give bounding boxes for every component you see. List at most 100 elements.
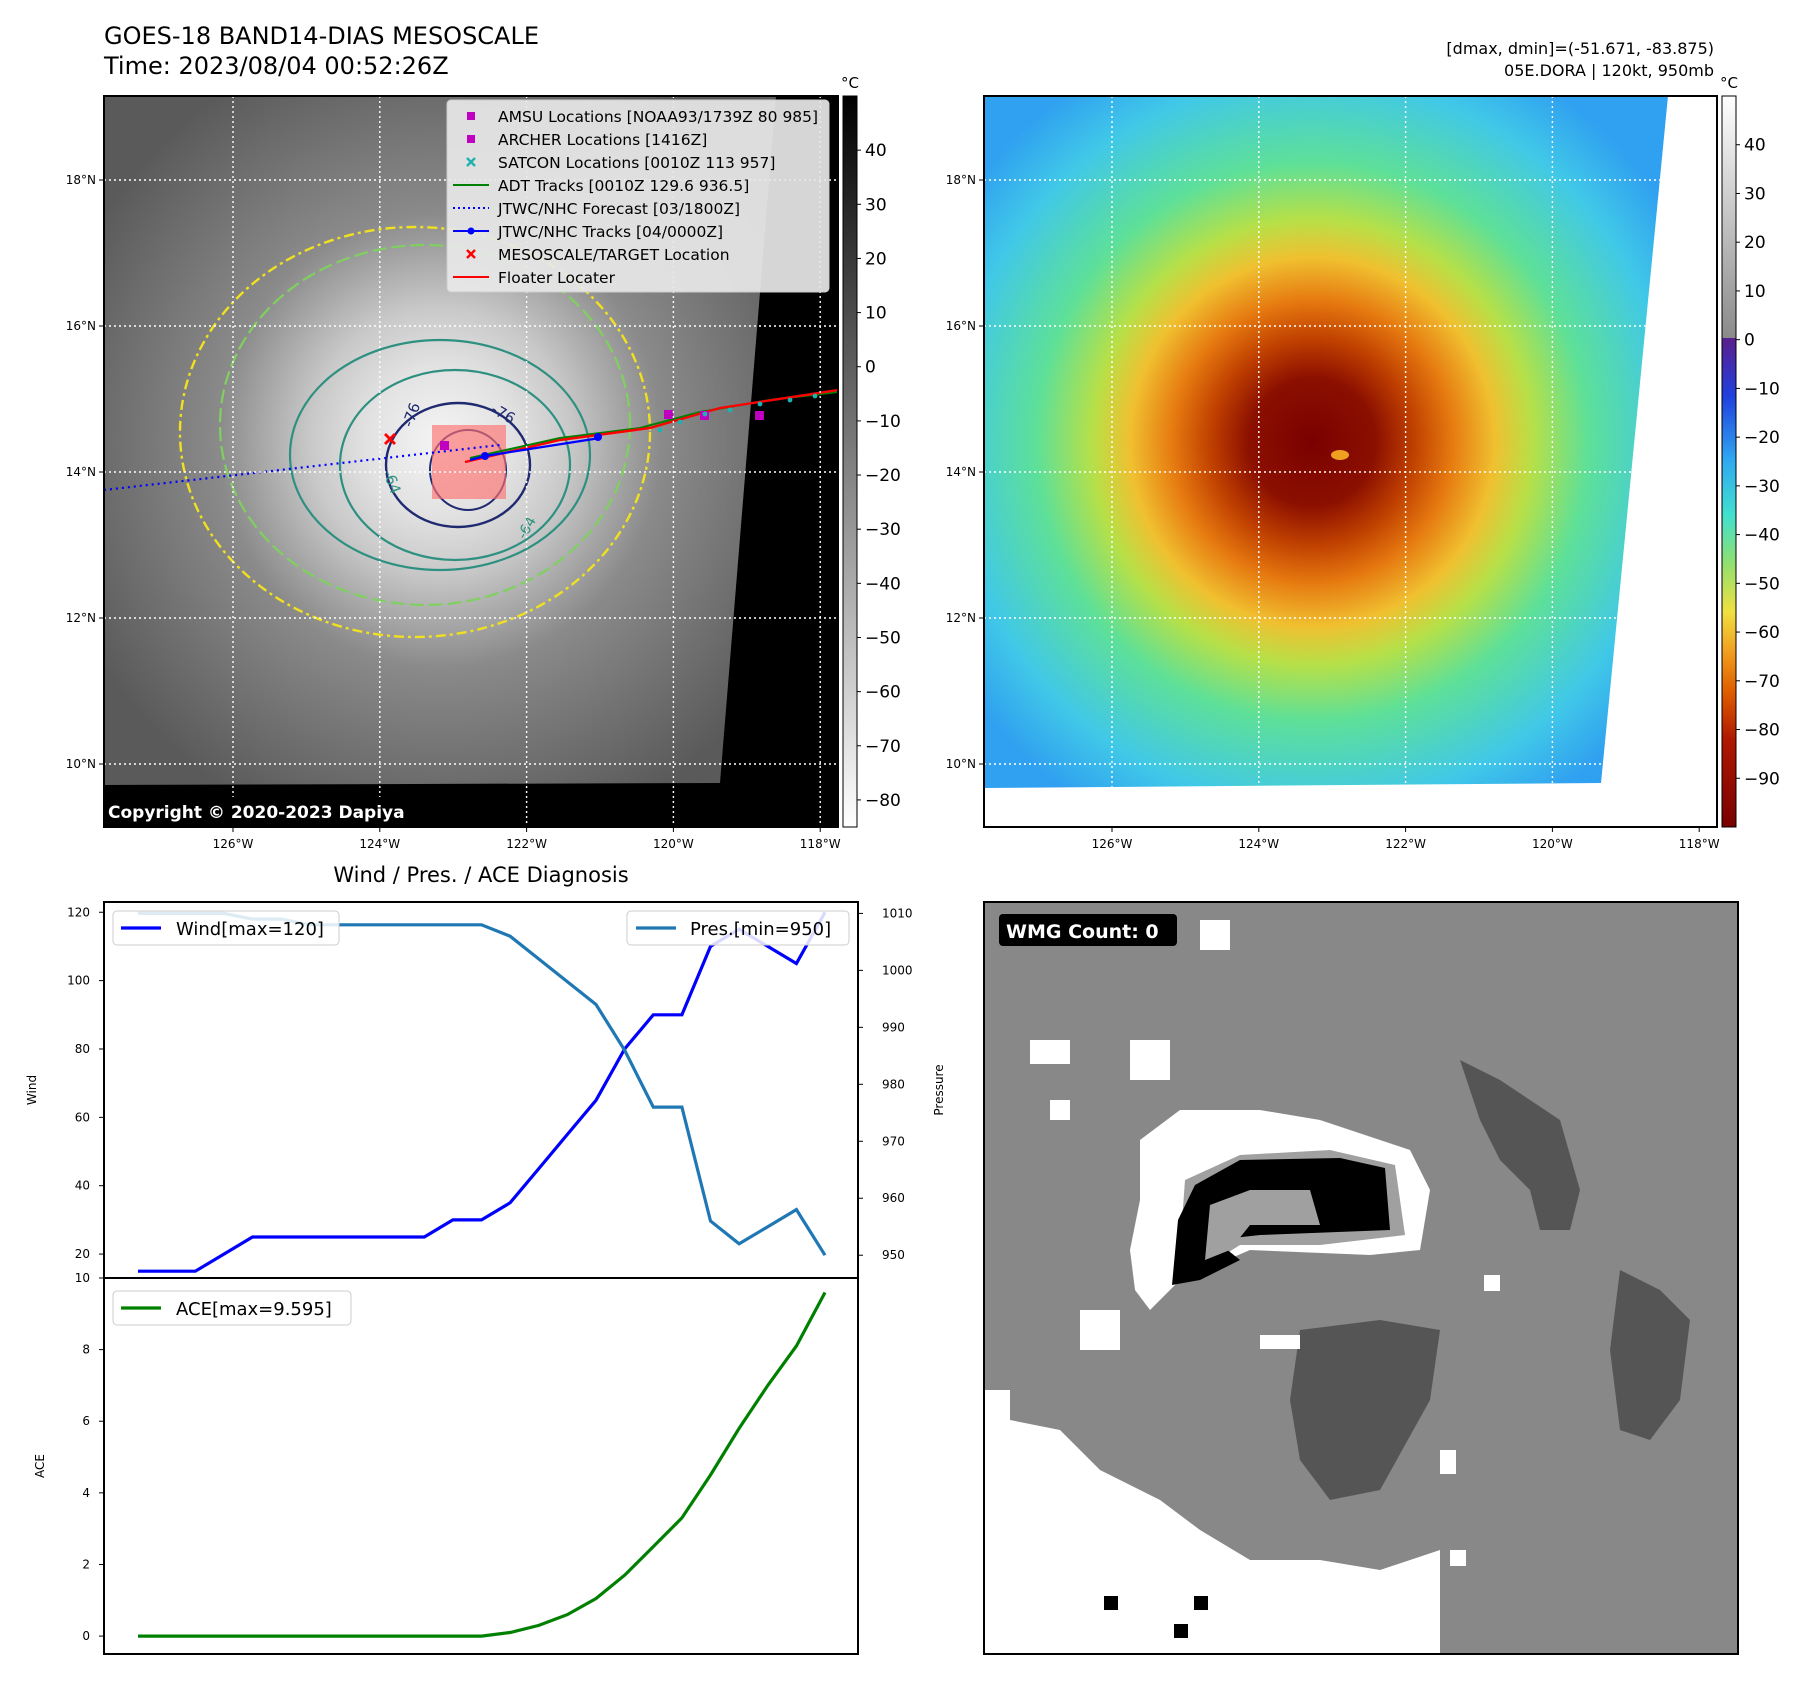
colorbar-tick-label: 10 [1744,282,1766,302]
contour-green [218,243,632,607]
map2-gridlines [984,96,1717,827]
lon-tick-label: 126°W [213,837,254,851]
lon-tick-label: 120°W [653,837,694,851]
contour-teal-inner [338,368,572,562]
colorbar-tick-label: −30 [1744,477,1780,497]
ace-legend [112,1290,352,1326]
colorbar-gray: °C 40 30 20 10 0 −10 −20 −30 −40 −50 −60 −70 −80 [841,74,901,828]
ace-chart: 0 2 4 6 8 10 ACE ACE[max=9.595] [33,1271,859,1655]
legend-label: Floater Locater [498,269,616,287]
pressure-legend-label: Pres.[min=950] [690,919,831,940]
contour-yellow [178,225,652,639]
colorbar-gray-unit: °C [841,74,859,92]
lat-tick-label: 18°N [66,173,96,187]
lat-tick-label: 16°N [66,319,96,333]
jtwc-track-point [481,452,489,460]
target-marker [384,433,396,445]
colorbar-tick-label: −40 [1744,526,1780,546]
colorbar-tick-label: −10 [865,412,901,432]
y2-tick-label: 950 [882,1248,905,1262]
lat-tick-label: 12°N [946,611,976,625]
ace-series-line [138,1291,827,1638]
legend-label: JTWC/NHC Tracks [04/0000Z] [497,223,723,241]
figure-time: Time: 2023/08/04 00:52:26Z [103,52,449,80]
lat-tick-label: 10°N [946,757,976,771]
lat-tick-label: 10°N [66,757,96,771]
dmax-dmin-label: [dmax, dmin]=(-51.671, -83.875) [1446,39,1714,58]
colorbar-tick-label: −20 [865,466,901,486]
map1-ticks: 126°W 124°W 122°W 120°W 118°W 18°N 16°N 14°N 12°… [66,173,841,851]
legend-label: MESOSCALE/TARGET Location [498,246,730,264]
ace-legend-label: ACE[max=9.595] [176,1299,332,1320]
legend-item: AMSU Locations [NOAA93/1739Z 80 985] [467,108,818,126]
wind-legend [112,910,340,946]
y-tick-label: 80 [75,1042,90,1056]
colorbar-tick-label: 30 [1744,184,1766,204]
copyright: Copyright © 2020-2023 Dapiya [108,803,405,823]
legend-item: ADT Tracks [0010Z 129.6 936.5] [453,177,749,195]
colorbar-tick-label: 20 [1744,233,1766,253]
colorbar-tick-label: −30 [865,520,901,540]
chart-title: Wind / Pres. / ACE Diagnosis [333,863,628,887]
lat-tick-label: 14°N [66,465,96,479]
jtwc-track-point [594,433,602,441]
ace-axis-label: ACE [33,1454,47,1478]
y-tick-label: 10 [75,1271,90,1285]
lat-tick-label: 18°N [946,173,976,187]
colorbar-tick-label: 40 [865,141,887,161]
y2-tick-label: 970 [882,1134,905,1148]
wmg-frame [983,901,1739,1655]
colorbar-tick-label: −10 [1744,379,1780,399]
y-tick-label: 100 [67,974,90,988]
colorbar-tick-label: −50 [865,628,901,648]
y-tick-label: 40 [75,1179,90,1193]
legend-label: JTWC/NHC Forecast [03/1800Z] [497,200,740,218]
legend-item: MESOSCALE/TARGET Location [466,246,730,264]
colorbar-tick-label: −60 [1744,623,1780,643]
ir-color-swath [984,96,1668,788]
wind-pressure-chart: 20 40 60 80 100 120 950 960 970 980 990 1000 1010 Wi… [25,901,946,1279]
colorbar-tick-label: −20 [1744,428,1780,448]
lon-tick-label: 124°W [1238,837,1279,851]
lon-tick-label: 122°W [1385,837,1426,851]
pressure-axis-label: Pressure [932,1064,946,1115]
lat-tick-label: 16°N [946,319,976,333]
lat-tick-label: 14°N [946,465,976,479]
storm-label: 05E.DORA | 120kt, 950mb [1504,61,1714,80]
legend-label: ADT Tracks [0010Z 129.6 936.5] [498,177,749,195]
y2-tick-label: 1010 [882,906,913,920]
legend-label: ARCHER Locations [1416Z] [498,131,707,149]
colorbar-tick-label: −50 [1744,574,1780,594]
y2-tick-label: 980 [882,1077,905,1091]
wind-legend-label: Wind[max=120] [176,919,324,940]
y-tick-label: 120 [67,905,90,919]
wmg-gray-eye [1205,1190,1320,1260]
colorbar-tick-label: −80 [865,791,901,811]
wmg-dark-band [1460,1060,1580,1230]
colorbar-tick-label: 10 [865,304,887,324]
colorbar-tick-label: 0 [1744,331,1755,351]
lon-tick-label: 122°W [506,837,547,851]
wmg-dark-band [1290,1320,1440,1500]
colorbar-tick-label: −80 [1744,721,1780,741]
colorbar-tick-label: −90 [1744,769,1780,789]
lon-tick-label: 118°W [800,837,841,851]
wmg-count-label: WMG Count: 0 [1006,921,1159,943]
map2-frame [983,95,1718,828]
lon-tick-label: 118°W [1679,837,1720,851]
y-tick-label: 2 [82,1557,90,1571]
wind-series-line [138,911,827,1273]
lon-tick-label: 126°W [1092,837,1133,851]
colorbar-tick-label: −70 [1744,672,1780,692]
legend-item: JTWC/NHC Tracks [04/0000Z] [453,223,723,241]
contour-teal-outer [288,338,592,572]
y-tick-label: 60 [75,1110,90,1124]
y-tick-label: 20 [75,1247,90,1261]
wmg-dark-band [1610,1270,1690,1440]
legend-label: SATCON Locations [0010Z 113 957] [498,154,775,172]
legend-label: AMSU Locations [NOAA93/1739Z 80 985] [498,108,818,126]
wmg-count-box [999,914,1177,946]
legend-item: ARCHER Locations [1416Z] [467,131,707,149]
colorbar-tick-label: 0 [865,358,876,378]
